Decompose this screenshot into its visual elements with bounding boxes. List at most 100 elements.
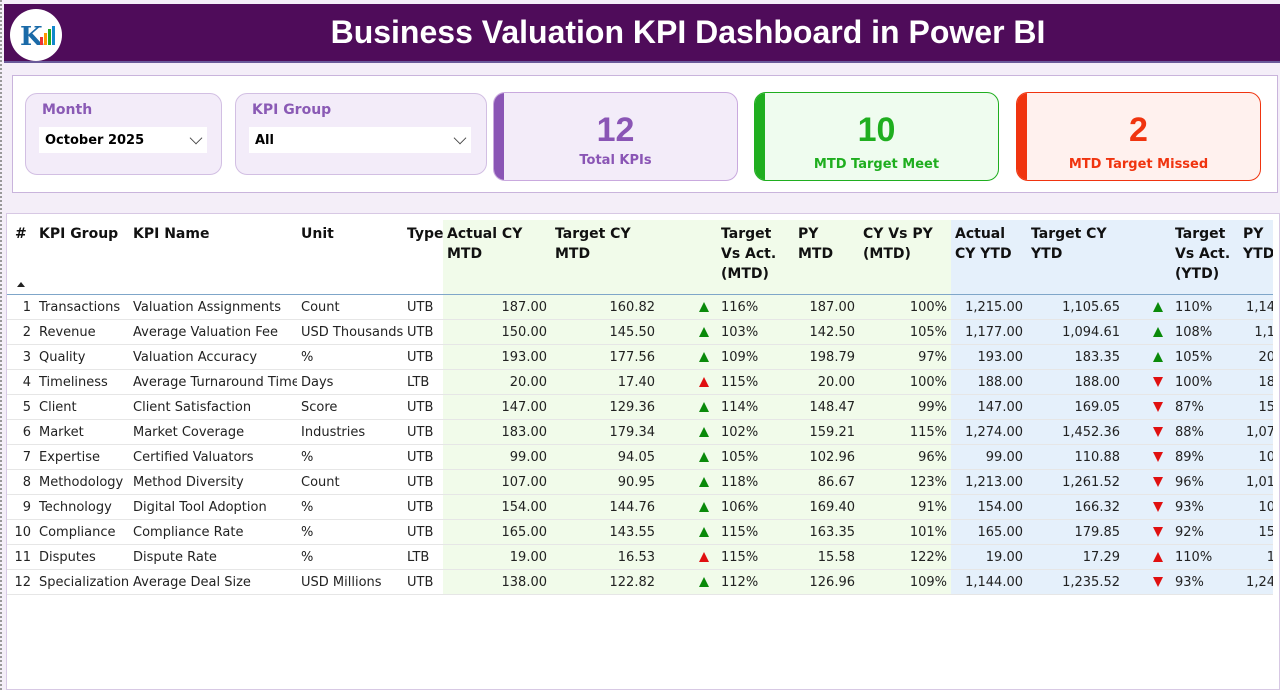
table-row[interactable]: 2 Revenue Average Valuation Fee USD Thousan… bbox=[7, 320, 1273, 345]
cell-unit: % bbox=[301, 549, 314, 565]
cell-target-cy-mtd: 144.76 bbox=[551, 495, 659, 519]
cell-kpi-group: Expertise bbox=[39, 449, 100, 465]
table-row[interactable]: 7 Expertise Certified Valuators% UTB 99.00 94… bbox=[7, 445, 1273, 470]
triangle-up-green-icon bbox=[699, 402, 709, 412]
column-header-py-ytd[interactable]: PY YTD bbox=[1239, 220, 1273, 294]
column-header-actual-cy-mtd[interactable]: Actual CY MTD bbox=[443, 220, 551, 294]
cell-actual-cy-ytd: 188.00 bbox=[951, 370, 1027, 394]
cell-target-vs-act-mtd: 103% bbox=[717, 320, 794, 344]
card-accent-bar bbox=[494, 93, 504, 180]
cell-target-cy-mtd: 177.56 bbox=[551, 345, 659, 369]
table-row[interactable]: 1 Transactions Valuation Assignments Count U… bbox=[7, 295, 1273, 320]
cell-status-ytd bbox=[1124, 520, 1171, 544]
triangle-up-green-icon bbox=[699, 327, 709, 337]
cell-py-mtd: 148.47 bbox=[794, 395, 859, 419]
triangle-up-red-icon bbox=[1153, 552, 1163, 562]
cell-actual-cy-ytd: 19.00 bbox=[951, 545, 1027, 569]
triangle-up-green-icon bbox=[699, 452, 709, 462]
cell-target-cy-mtd: 145.50 bbox=[551, 320, 659, 344]
cell-kpi-name: Compliance Rate bbox=[133, 524, 244, 540]
cell-row-number: 8 bbox=[22, 474, 31, 490]
cell-kpi-group: Technology bbox=[39, 499, 112, 515]
column-header-actual-cy-ytd[interactable]: Actual CY YTD bbox=[951, 220, 1027, 294]
column-header-type[interactable]: Type bbox=[407, 226, 443, 242]
cell-target-vs-act-ytd: 89% bbox=[1171, 445, 1239, 469]
cell-target-vs-act-mtd: 116% bbox=[717, 295, 794, 319]
cell-cy-vs-py-mtd: 96% bbox=[859, 445, 951, 469]
cell-cy-vs-py-mtd: 105% bbox=[859, 320, 951, 344]
cell-actual-cy-mtd: 107.00 bbox=[443, 470, 551, 494]
cell-py-ytd: 1,1 bbox=[1239, 320, 1273, 344]
cell-status-ytd bbox=[1124, 570, 1171, 594]
triangle-up-red-icon bbox=[699, 377, 709, 387]
cell-py-ytd: 1,24 bbox=[1239, 570, 1273, 594]
card-label: MTD Target Missed bbox=[1068, 157, 1209, 172]
table-row[interactable]: 9 Technology Digital Tool Adoption% UTB 154.… bbox=[7, 495, 1273, 520]
card-accent-bar bbox=[1017, 93, 1027, 180]
sort-ascending-icon[interactable] bbox=[17, 282, 25, 287]
cell-actual-cy-mtd: 20.00 bbox=[443, 370, 551, 394]
table-row[interactable]: 6 Market Market Coverage Industries UTB 183.0… bbox=[7, 420, 1273, 445]
column-header-status-ytd[interactable] bbox=[1124, 220, 1171, 294]
column-header-row-number[interactable]: # bbox=[15, 226, 27, 242]
cell-kpi-name: Market Coverage bbox=[133, 424, 245, 440]
column-header-status-mtd[interactable] bbox=[659, 220, 717, 294]
cell-py-mtd: 198.79 bbox=[794, 345, 859, 369]
cell-unit: Count bbox=[301, 299, 340, 315]
column-header-target-vs-act-mtd[interactable]: Target Vs Act. (MTD) bbox=[717, 220, 794, 294]
month-dropdown[interactable]: October 2025 bbox=[39, 127, 207, 153]
cell-cy-vs-py-mtd: 99% bbox=[859, 395, 951, 419]
cell-target-cy-ytd: 110.88 bbox=[1027, 445, 1124, 469]
cell-py-ytd: 1,14 bbox=[1239, 295, 1273, 319]
column-header-kpi-name[interactable]: KPI Name bbox=[133, 226, 210, 242]
column-header-kpi-group[interactable]: KPI Group bbox=[39, 226, 119, 242]
cell-py-mtd: 169.40 bbox=[794, 495, 859, 519]
chevron-down-icon bbox=[189, 131, 203, 145]
cell-target-cy-mtd: 129.36 bbox=[551, 395, 659, 419]
column-header-unit[interactable]: Unit bbox=[301, 226, 334, 242]
cell-status-ytd bbox=[1124, 420, 1171, 444]
cell-type: UTB bbox=[407, 349, 434, 365]
triangle-up-green-icon bbox=[699, 302, 709, 312]
cell-kpi-name: Client Satisfaction bbox=[133, 399, 252, 415]
cell-status-ytd bbox=[1124, 345, 1171, 369]
table-row[interactable]: 10 Compliance Compliance Rate% UTB 165.00 143… bbox=[7, 520, 1273, 545]
triangle-down-red-icon bbox=[1153, 477, 1163, 487]
table-row[interactable]: 8 Methodology Method Diversity Count UTB 107.… bbox=[7, 470, 1273, 495]
column-header-cy-vs-py-mtd[interactable]: CY Vs PY (MTD) bbox=[859, 220, 951, 294]
kpi-card-total: 12 Total KPIs bbox=[493, 92, 738, 181]
cell-status-mtd bbox=[659, 470, 717, 494]
kpi-group-dropdown[interactable]: All bbox=[249, 127, 471, 153]
cell-target-vs-act-ytd: 108% bbox=[1171, 320, 1239, 344]
cell-row-number: 7 bbox=[22, 449, 31, 465]
cell-row-number: 4 bbox=[22, 374, 31, 390]
triangle-up-green-icon bbox=[699, 502, 709, 512]
cell-target-cy-ytd: 188.00 bbox=[1027, 370, 1124, 394]
cell-target-vs-act-mtd: 112% bbox=[717, 570, 794, 594]
cell-actual-cy-mtd: 187.00 bbox=[443, 295, 551, 319]
cell-status-mtd bbox=[659, 320, 717, 344]
kpi-card-missed: 2 MTD Target Missed bbox=[1016, 92, 1261, 181]
table-row[interactable]: 11 Disputes Dispute Rate% LTB 19.00 16.53 115%… bbox=[7, 545, 1273, 570]
table-row[interactable]: 5 Client Client Satisfaction Score UTB 147.00… bbox=[7, 395, 1273, 420]
cell-unit: Count bbox=[301, 474, 340, 490]
table-row[interactable]: 3 Quality Valuation Accuracy% UTB 193.00 177.… bbox=[7, 345, 1273, 370]
cell-py-mtd: 142.50 bbox=[794, 320, 859, 344]
triangle-up-green-icon bbox=[1153, 302, 1163, 312]
cell-status-mtd bbox=[659, 520, 717, 544]
cell-target-cy-mtd: 17.40 bbox=[551, 370, 659, 394]
cell-unit: % bbox=[301, 499, 314, 515]
cell-py-ytd: 15 bbox=[1239, 520, 1273, 544]
filter-panel: Month October 2025 KPI Group All 12 Tota… bbox=[12, 75, 1278, 193]
cell-actual-cy-mtd: 165.00 bbox=[443, 520, 551, 544]
column-header-target-vs-act-ytd[interactable]: Target Vs Act. (YTD) bbox=[1171, 220, 1239, 294]
column-header-target-cy-mtd[interactable]: Target CY MTD bbox=[551, 220, 659, 294]
cell-target-cy-ytd: 179.85 bbox=[1027, 520, 1124, 544]
column-header-target-cy-ytd[interactable]: Target CY YTD bbox=[1027, 220, 1124, 294]
triangle-up-green-icon bbox=[699, 577, 709, 587]
column-header-py-mtd[interactable]: PY MTD bbox=[794, 220, 859, 294]
table-row[interactable]: 12 Specialization Average Deal Size USD Mil… bbox=[7, 570, 1273, 595]
table-row[interactable]: 4 Timeliness Average Turnaround Time Days LT… bbox=[7, 370, 1273, 395]
cell-py-mtd: 159.21 bbox=[794, 420, 859, 444]
cell-actual-cy-ytd: 1,215.00 bbox=[951, 295, 1027, 319]
